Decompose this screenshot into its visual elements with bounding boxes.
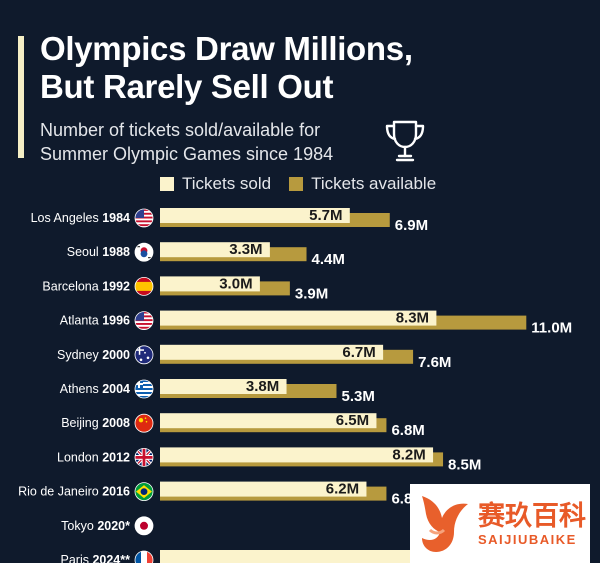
accent-bar — [18, 36, 24, 158]
flag-usa-icon — [134, 208, 154, 228]
data-label-available: 8.5M — [448, 456, 481, 473]
watermark: 赛玖百科 SAIJIUBAIKE — [410, 484, 590, 563]
category-label: Los Angeles 1984 — [31, 211, 130, 225]
category-label: Sydney 2000 — [57, 348, 130, 362]
legend: Tickets sold Tickets available — [160, 174, 454, 194]
flag-usa-icon — [134, 311, 154, 330]
watermark-sub-text: SAIJIUBAIKE — [478, 532, 577, 547]
category-label: Atlanta 1996 — [60, 314, 130, 328]
flag-brazil-icon — [134, 482, 154, 502]
bar-sold — [160, 481, 367, 497]
bar-sold — [160, 379, 287, 394]
data-label-sold: 6.5M — [336, 412, 369, 429]
data-label-sold: 3.8M — [246, 378, 279, 395]
category-label: Seoul 1988 — [67, 245, 130, 259]
subtitle-line-1: Number of tickets sold/available for — [40, 120, 321, 140]
data-label-sold: 6.7M — [342, 344, 375, 361]
data-label-sold: 5.7M — [309, 207, 342, 224]
bar-sold — [160, 413, 377, 429]
flag-spain-icon — [134, 277, 154, 296]
data-label-available: 6.9M — [395, 217, 428, 234]
title-line-1: Olympics Draw Millions, — [40, 30, 413, 67]
data-label-available: 3.9M — [295, 285, 328, 302]
legend-label-sold: Tickets sold — [182, 174, 272, 193]
category-label: Beijing 2008 — [61, 416, 130, 430]
legend-item-available: Tickets available — [289, 174, 436, 194]
category-label: Paris 2024** — [61, 553, 131, 563]
flag-uk-icon — [134, 447, 154, 467]
bar-sold — [160, 447, 434, 463]
category-label: Barcelona 1992 — [42, 279, 130, 293]
flag-france-icon — [134, 550, 154, 563]
legend-item-sold: Tickets sold — [160, 174, 271, 194]
bar-sold — [160, 242, 270, 258]
title-line-2: But Rarely Sell Out — [40, 68, 334, 105]
data-label-sold: 8.2M — [392, 446, 425, 463]
data-label-sold: 8.3M — [396, 310, 429, 327]
data-label-available: 7.6M — [418, 354, 451, 371]
data-label-sold: 6.2M — [326, 481, 359, 498]
bar-chart: Los Angeles 1984 5.7M 6.9M Seoul 1988 3.3M 4.… — [18, 207, 572, 563]
whale-logo-icon — [422, 496, 468, 552]
flag-japan-icon — [134, 516, 154, 536]
watermark-main-text: 赛玖百科 — [478, 501, 586, 532]
data-label-available: 6.8M — [391, 422, 424, 439]
subtitle-line-2: Summer Olympic Games since 1984 — [40, 144, 334, 164]
legend-label-available: Tickets available — [311, 174, 437, 193]
bar-sold — [160, 310, 437, 326]
flag-south-korea-icon — [134, 242, 154, 262]
data-label-sold: 3.3M — [229, 241, 262, 258]
bar-sold — [160, 208, 350, 223]
data-label-available: 4.4M — [312, 251, 345, 268]
legend-swatch-sold — [160, 177, 174, 191]
category-label: Athens 2004 — [60, 382, 130, 396]
chart-title: Olympics Draw Millions, But Rarely Sell … — [40, 30, 480, 106]
category-label: London 2012 — [57, 450, 130, 464]
data-label-available: 11.0M — [531, 320, 572, 337]
category-label: Tokyo 2020* — [61, 519, 130, 533]
trophy-icon — [385, 120, 425, 162]
flag-greece-icon — [134, 379, 154, 399]
bar-sold — [160, 344, 384, 360]
legend-swatch-available — [289, 177, 304, 191]
bar-sold — [160, 276, 260, 292]
flag-china-icon — [134, 413, 154, 433]
data-label-sold: 3.0M — [219, 275, 252, 292]
bar-sold — [160, 550, 460, 563]
flag-australia-icon — [134, 345, 154, 365]
category-label: Rio de Janeiro 2016 — [18, 485, 130, 499]
data-label-available: 5.3M — [341, 388, 374, 405]
chart-subtitle: Number of tickets sold/available for Sum… — [40, 118, 380, 166]
